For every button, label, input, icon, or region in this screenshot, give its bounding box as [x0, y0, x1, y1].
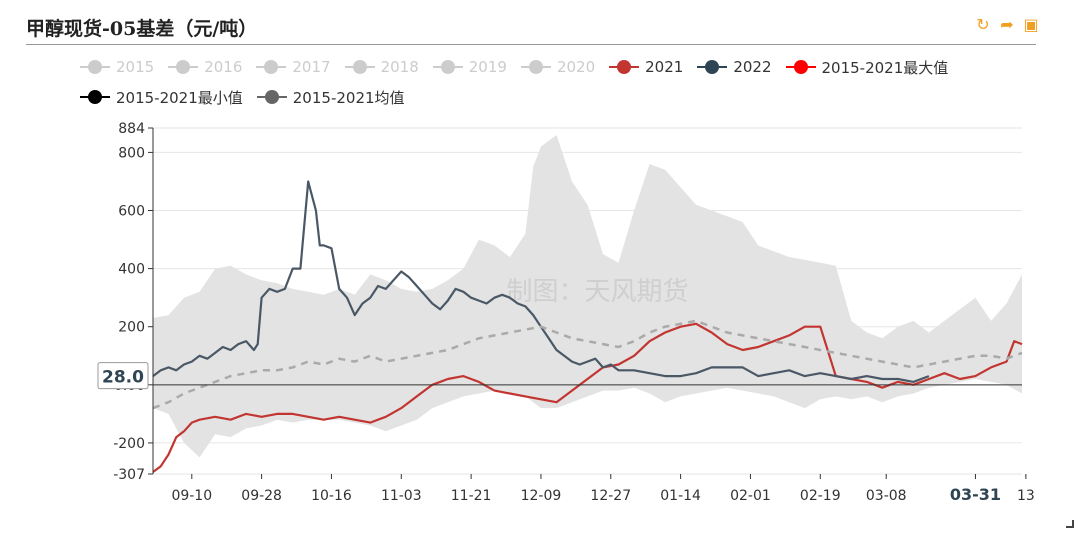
legend-item-2016[interactable]: 2016 [168, 58, 242, 76]
legend-label: 2015-2021最大值 [821, 58, 949, 77]
legend-symbol [520, 60, 551, 74]
y-tick-label: -307 [113, 467, 145, 483]
x-tick-label: 03-08 [866, 488, 907, 504]
legend-label: 2016 [204, 58, 243, 76]
toolbox: ↻ ➦ ▣ [974, 16, 1040, 34]
legend-symbol [80, 60, 110, 74]
legend-symbol [785, 60, 816, 74]
x-tick-label: 03-31 [950, 485, 1001, 504]
x-tick-label: 12-27 [590, 488, 631, 504]
x-tick-label: 09-28 [241, 488, 282, 504]
x-tick-label: 11-21 [451, 488, 492, 504]
x-tick-label: 13 [1017, 488, 1035, 504]
axis-pointer-box [97, 362, 149, 390]
legend-symbol [432, 60, 463, 74]
legend-item-2015-2021均值[interactable]: 2015-2021均值 [256, 87, 405, 108]
series-line-2021 [152, 322, 1023, 473]
legend-label: 2021 [645, 58, 684, 76]
legend-symbol [80, 90, 110, 104]
legend-item-2015-2021最小值[interactable]: 2015-2021最小值 [80, 87, 243, 108]
legend-symbol [168, 60, 199, 74]
legend-symbol [344, 60, 375, 74]
legend-item-2015[interactable]: 2015 [80, 58, 154, 76]
x-tick-label: 11-03 [381, 488, 422, 504]
x-tick-label: 02-01 [730, 488, 771, 504]
y-tick-label: 800 [118, 145, 145, 161]
legend-label: 2015-2021最小值 [116, 88, 243, 107]
legend-symbol [609, 60, 640, 74]
legend-item-2019[interactable]: 2019 [432, 58, 507, 76]
refresh-icon[interactable]: ↻ [976, 15, 990, 34]
legend-label: 2015 [116, 58, 155, 76]
x-tick-label: 10-16 [311, 488, 352, 504]
y-tick-label: -200 [113, 436, 145, 452]
y-tick-label: 600 [118, 204, 145, 220]
resize-handle[interactable] [1066, 520, 1074, 528]
y-tick-label: 400 [118, 262, 145, 278]
legend-row: 2015 2016 2017 2018 2019 2020 2021 2022 2015-202… [80, 52, 1040, 82]
title-divider [26, 44, 1036, 45]
legend-item-2015-2021最大值[interactable]: 2015-2021最大值 [785, 57, 949, 78]
legend-item-2018[interactable]: 2018 [344, 58, 419, 76]
legend-label: 2015-2021均值 [292, 88, 405, 107]
legend-symbol [256, 90, 287, 104]
legend-item-2022[interactable]: 2022 [697, 58, 772, 76]
legend-label: 2018 [380, 58, 419, 76]
x-tick-label: 09-10 [171, 488, 212, 504]
save-image-icon[interactable]: ▣ [1023, 15, 1039, 34]
y-tick-label: 200 [118, 320, 145, 336]
legend-label: 2019 [468, 58, 507, 76]
x-tick-label: 02-19 [800, 488, 841, 504]
y-tick-label: 884 [118, 121, 145, 137]
legend-item-2020[interactable]: 2020 [520, 58, 596, 76]
axis-pointer-label: 28.0 [102, 368, 144, 388]
chart-title: 甲醇现货-05基差（元/吨） [26, 18, 258, 40]
legend-label: 2022 [733, 58, 772, 76]
legend-label: 2017 [292, 58, 331, 76]
legend: 2015 2016 2017 2018 2019 2020 2021 2022 2015-202… [80, 52, 1040, 112]
legend-row: 2015-2021最小值 2015-2021均值 [80, 82, 1040, 112]
legend-item-2017[interactable]: 2017 [256, 58, 331, 76]
share-icon[interactable]: ➦ [1000, 15, 1014, 34]
legend-label: 2020 [556, 58, 596, 76]
x-tick-label: 12-09 [521, 488, 562, 504]
series-line-2022 [152, 180, 930, 383]
watermark: 制图：天风期货 [506, 277, 688, 307]
legend-symbol [256, 60, 287, 74]
x-tick-label: 01-14 [660, 488, 701, 504]
legend-item-2021[interactable]: 2021 [609, 58, 683, 76]
legend-symbol [697, 60, 728, 74]
